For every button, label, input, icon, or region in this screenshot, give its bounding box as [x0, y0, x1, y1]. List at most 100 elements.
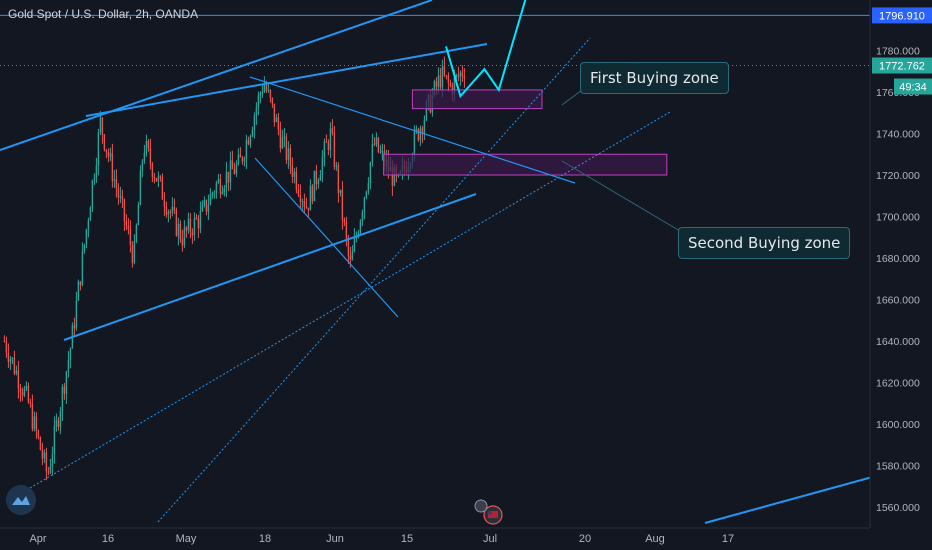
- candle-body: [117, 188, 120, 198]
- price-badge: [872, 57, 932, 74]
- candle-body: [417, 129, 420, 140]
- candle-body: [19, 388, 22, 392]
- candle-body: [391, 167, 394, 186]
- candle-body: [75, 300, 78, 329]
- candle-body: [85, 229, 88, 245]
- candle-body: [435, 81, 438, 87]
- candle-body: [169, 211, 172, 213]
- x-tick-label: Jul: [483, 533, 497, 545]
- candle-body: [287, 148, 290, 160]
- candle-body: [223, 188, 226, 192]
- candle-body: [447, 75, 450, 83]
- candle-body: [359, 220, 362, 234]
- candle-body: [349, 255, 352, 261]
- candle-body: [233, 169, 236, 174]
- candle-body: [257, 95, 260, 108]
- candle-body: [423, 119, 426, 134]
- candle-body: [145, 140, 148, 153]
- flag-ring: [474, 499, 488, 513]
- candle-body: [47, 471, 50, 473]
- candle-body: [329, 128, 332, 150]
- candle-body: [239, 154, 242, 158]
- candle-body: [149, 148, 152, 164]
- candle-body: [109, 153, 112, 157]
- candle-body: [453, 77, 456, 95]
- candle-body: [449, 82, 452, 86]
- candle-body: [291, 165, 294, 177]
- candle-body: [347, 238, 350, 256]
- first-buying-zone: [411, 89, 543, 110]
- candle-body: [241, 157, 244, 162]
- price-badge: [872, 7, 932, 24]
- candle-body: [297, 189, 300, 195]
- candle-body: [187, 218, 190, 231]
- tradingview-logo-icon[interactable]: [6, 485, 36, 515]
- candle-body: [319, 175, 322, 181]
- y-tick-label: 1620.000: [876, 378, 920, 390]
- candle-body: [41, 449, 44, 459]
- candle-body: [159, 176, 162, 178]
- candle-body: [295, 171, 298, 190]
- price-badge-text: 1796.910: [879, 10, 925, 22]
- candle-body: [27, 385, 30, 403]
- symbol-title: Gold Spot / U.S. Dollar, 2h, OANDA: [8, 7, 199, 21]
- candle-body: [271, 97, 274, 104]
- candle-body: [81, 251, 84, 285]
- candle-body: [183, 227, 186, 246]
- candles-group: [3, 56, 466, 481]
- candle-body: [445, 75, 448, 77]
- candle-body: [91, 180, 94, 208]
- candle-body: [103, 134, 106, 150]
- candle-body: [153, 177, 156, 179]
- us-flag-event-icon[interactable]: [474, 499, 503, 525]
- candle-body: [143, 152, 146, 161]
- candle-body: [51, 454, 54, 467]
- candle-body: [89, 207, 92, 221]
- y-tick-label: 1560.000: [876, 502, 920, 514]
- candle-body: [63, 386, 66, 394]
- candle-body: [93, 178, 96, 181]
- candle-body: [459, 72, 462, 77]
- candle-body: [375, 137, 378, 145]
- descending-line-left: [254, 157, 399, 318]
- candle-body: [127, 226, 130, 230]
- first-buying-zone-label: First Buying zone: [580, 62, 729, 94]
- candle-body: [11, 357, 14, 359]
- candle-body: [281, 137, 284, 149]
- candle-body: [67, 360, 70, 372]
- candle-body: [263, 85, 266, 92]
- candle-body: [171, 206, 174, 213]
- candle-body: [215, 182, 218, 193]
- candle-body: [43, 452, 46, 459]
- candle-body: [21, 391, 24, 396]
- candle-body: [293, 171, 296, 177]
- first-zone-pointer: [561, 89, 583, 106]
- candle-body: [367, 183, 370, 192]
- candle-body: [277, 117, 280, 130]
- second-zone-pointer: [561, 160, 686, 235]
- candle-body: [101, 117, 104, 135]
- candle-body: [97, 132, 100, 166]
- candle-body: [59, 411, 62, 428]
- candle-body: [31, 404, 34, 429]
- candle-body: [37, 430, 40, 438]
- candle-body: [225, 171, 228, 189]
- candle-body: [95, 165, 98, 179]
- candle-body: [251, 130, 254, 137]
- candle-body: [317, 180, 320, 184]
- candle-body: [179, 223, 182, 240]
- candle-body: [39, 437, 42, 450]
- candle-body: [195, 217, 198, 219]
- candle-body: [161, 177, 164, 200]
- candle-body: [23, 388, 26, 396]
- candle-body: [7, 352, 10, 362]
- candle-body: [175, 209, 178, 236]
- candle-body: [381, 151, 384, 153]
- candle-body: [191, 232, 194, 236]
- outer-channel-top: [0, 0, 433, 151]
- candle-body: [341, 189, 344, 220]
- candle-body: [189, 218, 192, 233]
- candle-body: [203, 199, 206, 205]
